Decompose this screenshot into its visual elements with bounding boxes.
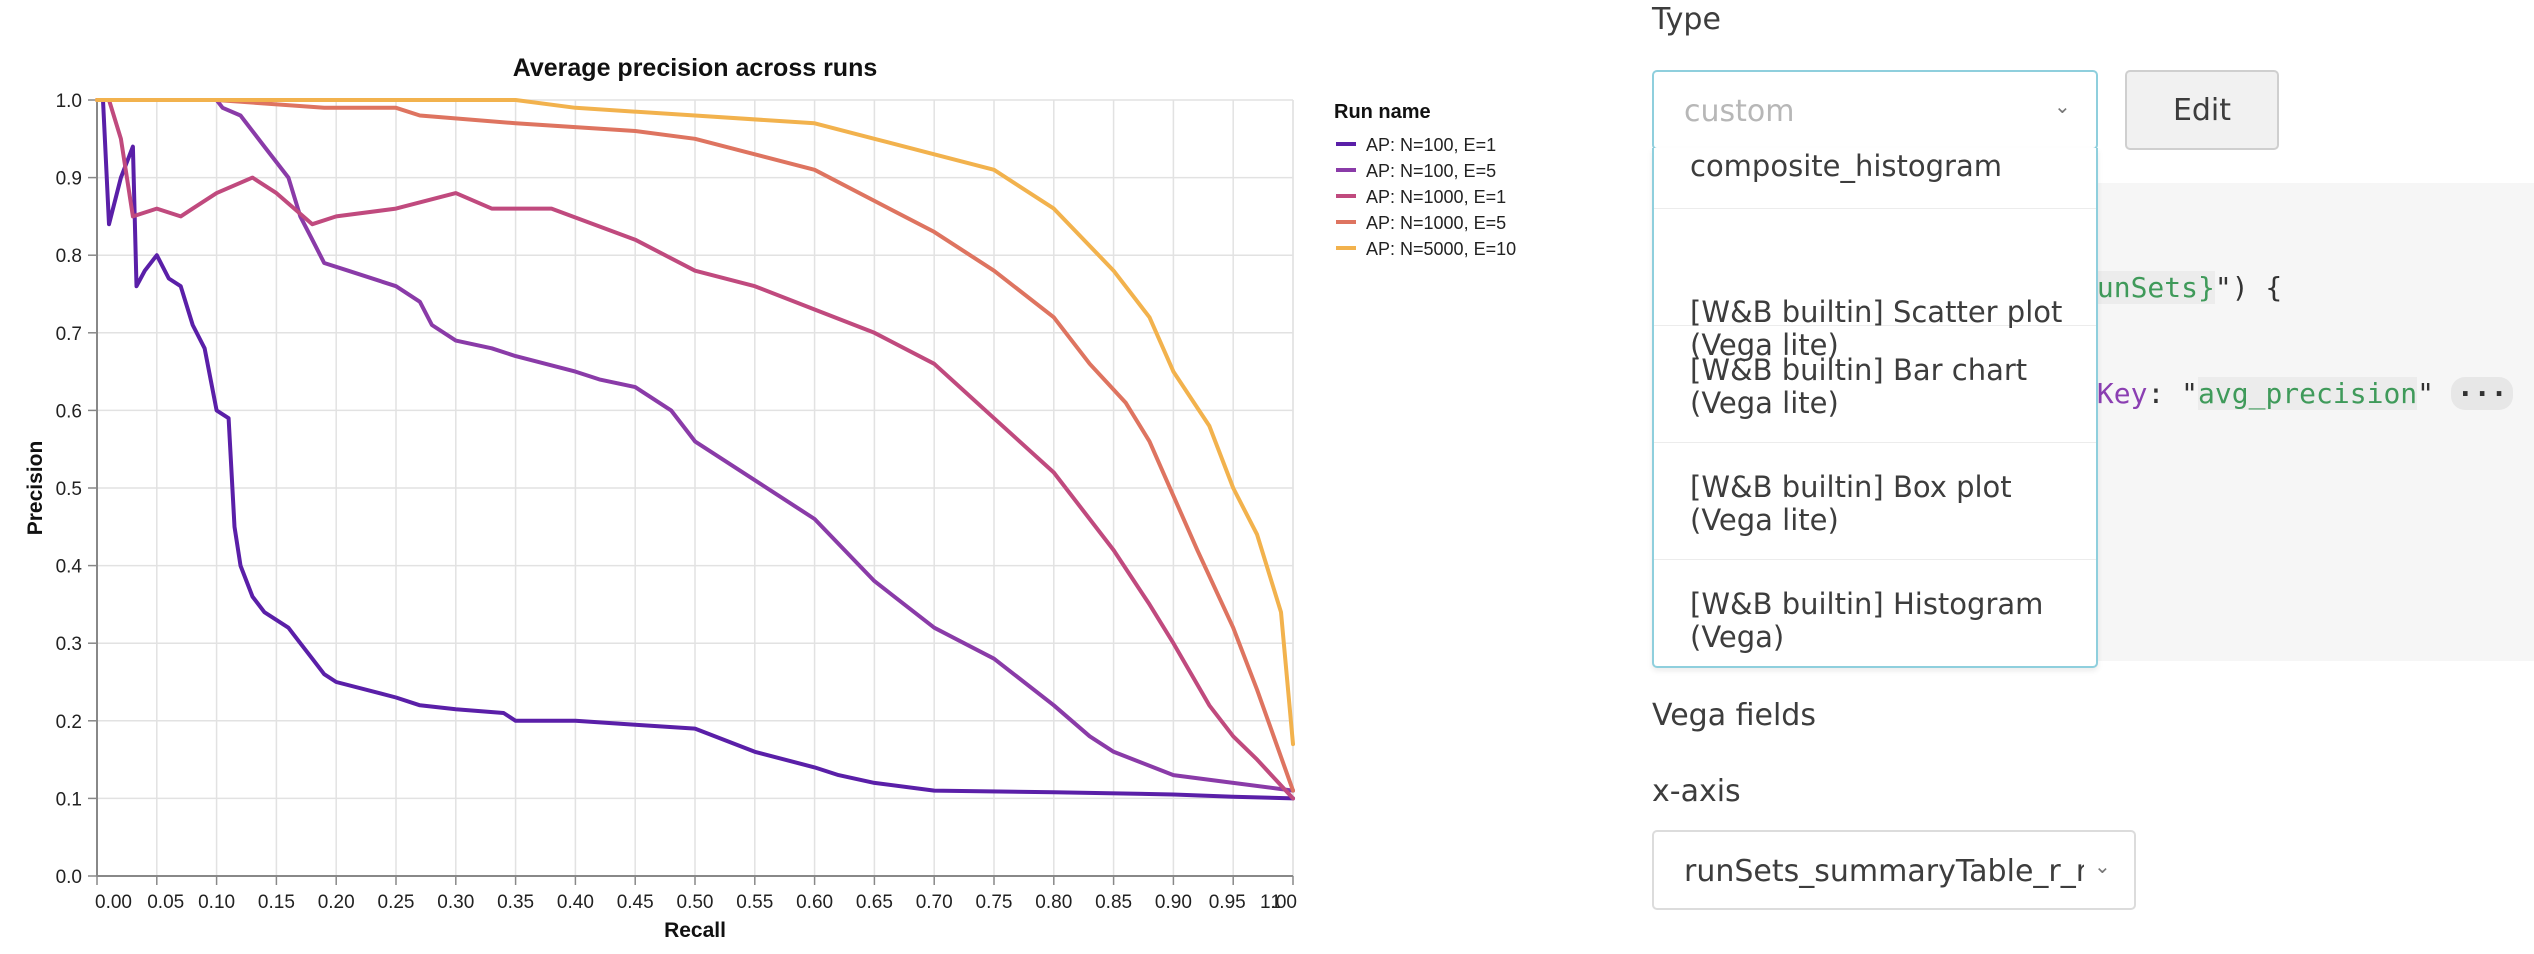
y-axis-title: Precision — [24, 441, 47, 536]
x-tick-label: 0.30 — [437, 892, 474, 913]
query-editor[interactable]: runSets}") { eKey: "avg_precision" ··· ) — [2080, 183, 2534, 661]
legend-label: AP: N=1000, E=1 — [1366, 187, 1506, 207]
y-tick-label: 0.9 — [56, 169, 82, 190]
x-tick-label: 0.35 — [497, 892, 534, 913]
dropdown-item-histogram[interactable]: [W&B builtin] Histogram (Vega) — [1690, 587, 2044, 654]
legend-label: AP: N=100, E=5 — [1366, 161, 1496, 181]
chart-title: Average precision across runs — [513, 54, 878, 82]
vega-fields-label: Vega fields — [1652, 698, 1816, 733]
x-tick-label: 1.00 — [1260, 892, 1297, 913]
y-tick-label: 0.4 — [56, 557, 83, 578]
legend-label: AP: N=5000, E=10 — [1366, 239, 1516, 259]
y-tick-label: 0.6 — [56, 401, 82, 422]
x-tick-label: 0.85 — [1095, 892, 1132, 913]
code-line-1: runSets}") { — [2080, 271, 2283, 304]
series-line-4 — [95, 98, 1295, 793]
x-axis-title: Recall — [664, 919, 726, 942]
y-tick-label: 0.5 — [56, 479, 82, 500]
y-tick-label: 0.0 — [56, 867, 82, 888]
x-tick-label: 0.55 — [736, 892, 773, 913]
chart-settings-panel: Type runSets}") { eKey: "avg_precision" … — [1640, 0, 2534, 954]
dropdown-item-scatter-plot[interactable]: [W&B builtin] Scatter plot (Vega lite) — [1654, 208, 2096, 362]
code-var-runsets: runSets} — [2080, 271, 2215, 304]
x-axis-label: x-axis — [1652, 774, 1741, 809]
x-tick-label: 1 — [1270, 892, 1281, 913]
y-tick-label: 1.0 — [56, 91, 82, 112]
chevron-down-icon: ⌄ — [2054, 94, 2071, 118]
x-tick-label: 0.95 — [1209, 892, 1246, 913]
y-tick-label: 0.2 — [56, 712, 82, 733]
series-line-3 — [107, 98, 1295, 801]
x-tick-label: 0.65 — [856, 892, 893, 913]
code-string-avg-precision: avg_precision — [2198, 377, 2418, 410]
x-tick-label: 0.40 — [557, 892, 594, 913]
series-line-2 — [95, 98, 1295, 793]
x-tick-label: 0.15 — [258, 892, 295, 913]
precision-recall-chart: 0.00 0.05 0.10 0.15 0.20 0.25 0.30 0.35 0.40 0.45… — [24, 54, 1516, 942]
chart-grid — [97, 99, 1294, 876]
x-tick-label: 0.10 — [198, 892, 235, 913]
x-tick-label: 0.70 — [916, 892, 953, 913]
x-axis-select-value: runSets_summaryTable_r_m — [1684, 854, 2084, 889]
dropdown-item-bar-chart[interactable]: [W&B builtin] Bar chart (Vega lite) — [1654, 325, 2096, 443]
series-line-1 — [101, 98, 1295, 801]
x-tick-label: 0.05 — [147, 892, 184, 913]
x-tick-label: 0.00 — [95, 892, 132, 913]
type-label: Type — [1652, 2, 1721, 37]
dropdown-item-box-plot[interactable]: [W&B builtin] Box plot (Vega lite) — [1654, 442, 2096, 560]
x-axis-select[interactable]: runSets_summaryTable_r_m ⌄ — [1652, 830, 2136, 910]
x-tick-label: 0.25 — [378, 892, 415, 913]
type-dropdown-menu[interactable]: composite_histogram [W&B builtin] Scatte… — [1652, 148, 2098, 668]
x-tick-label: 0.20 — [318, 892, 355, 913]
y-tick-label: 0.8 — [56, 246, 82, 267]
type-select[interactable]: custom ⌄ — [1652, 70, 2098, 150]
x-tick-label: 0.60 — [796, 892, 833, 913]
edit-button[interactable]: Edit — [2125, 70, 2279, 150]
series-line-5 — [95, 98, 1295, 747]
chevron-down-icon: ⌄ — [2094, 854, 2111, 878]
legend-label: AP: N=100, E=1 — [1366, 135, 1496, 155]
x-tick-label: 0.80 — [1035, 892, 1072, 913]
type-select-value: custom — [1684, 94, 1795, 129]
y-tick-label: 0.3 — [56, 634, 82, 655]
x-ticks: 0.00 0.05 0.10 0.15 0.20 0.25 0.30 0.35 0.40 0.45… — [95, 876, 1297, 913]
code-line-2: eKey: "avg_precision" ··· ) — [2080, 377, 2534, 410]
chart-legend: Run name AP: N=100, E=1 AP: N=100, E=5 AP:… — [1334, 101, 1516, 259]
expand-args-button[interactable]: ··· — [2450, 377, 2514, 410]
x-tick-label: 0.75 — [976, 892, 1013, 913]
y-tick-label: 0.7 — [56, 324, 82, 345]
legend-title: Run name — [1334, 101, 1431, 123]
x-tick-label: 0.50 — [677, 892, 714, 913]
x-tick-label: 0.90 — [1155, 892, 1192, 913]
x-tick-label: 0.45 — [617, 892, 654, 913]
y-tick-label: 0.1 — [56, 789, 82, 810]
y-ticks: 0.0 0.1 0.2 0.3 0.4 0.5 0.6 0.7 0.8 0.9 1.0 — [56, 91, 97, 888]
legend-label: AP: N=1000, E=5 — [1366, 213, 1506, 233]
dropdown-item-composite-histogram[interactable]: composite_histogram — [1654, 148, 2096, 209]
chart-series — [95, 98, 1295, 801]
